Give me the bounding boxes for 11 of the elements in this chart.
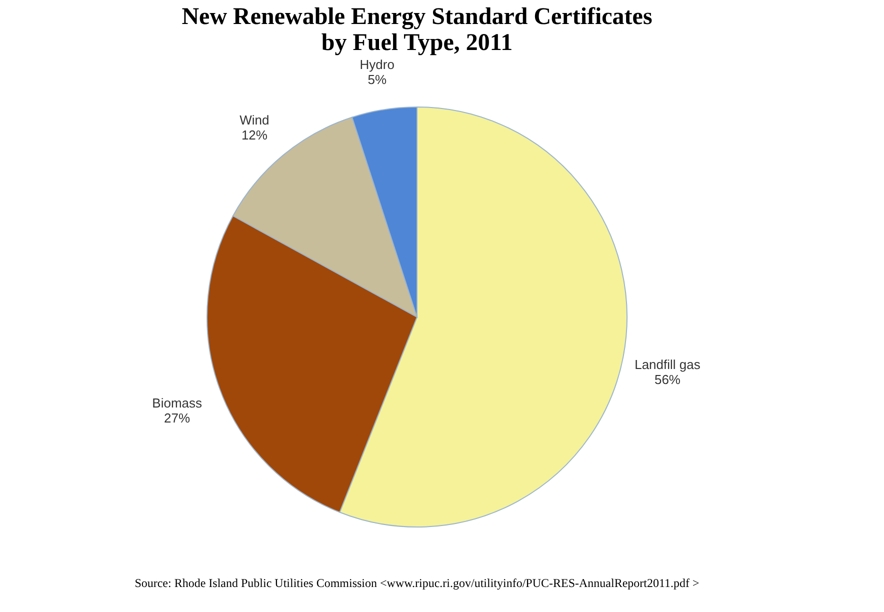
slice-label: Hydro bbox=[360, 57, 394, 72]
data-label: 56% bbox=[654, 372, 681, 387]
data-label: 12% bbox=[241, 128, 268, 143]
text: by Fuel Type, 2011 bbox=[321, 30, 513, 56]
source-note: Source: Rhode Island Public Utilities Commission <www.ripuc.ri.gov/utilityinfo/PUC-RES-AnnualReport2011.pdf > bbox=[134, 576, 700, 590]
slice-label: Biomass bbox=[152, 395, 202, 410]
data-label: 5% bbox=[368, 72, 387, 88]
slice-label: Wind bbox=[240, 112, 270, 128]
text: New Renewable Energy Standard Certificates bbox=[182, 4, 652, 30]
slice-label: Landfill gas bbox=[634, 356, 701, 372]
data-label: 27% bbox=[164, 410, 191, 426]
